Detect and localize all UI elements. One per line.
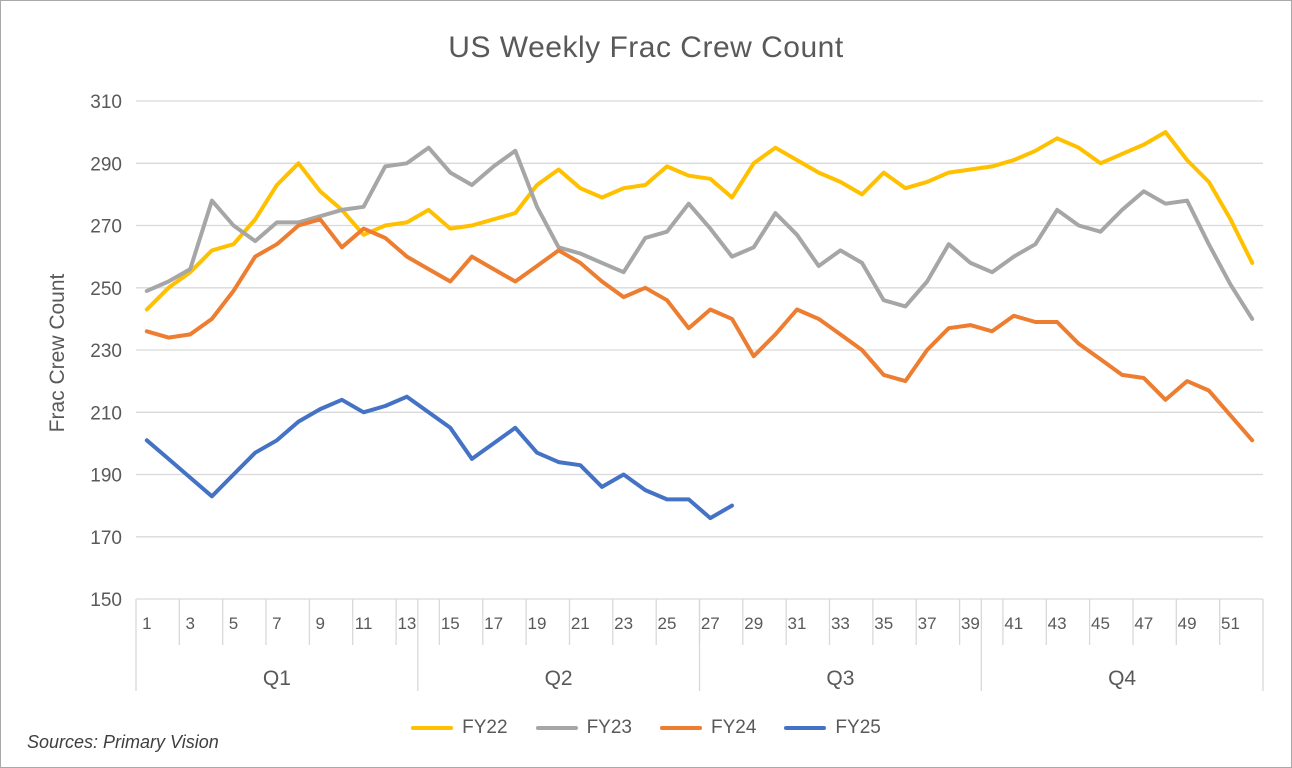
source-note: Sources: Primary Vision — [27, 732, 219, 752]
x-tick-label: 19 — [528, 614, 547, 633]
legend-swatch-FY24 — [660, 726, 702, 730]
x-tick-label: 49 — [1178, 614, 1197, 633]
legend-label-FY25: FY25 — [835, 717, 881, 738]
legend-item-FY22: FY22 — [411, 717, 508, 739]
series-line-FY25 — [144, 394, 734, 521]
x-tick-label: 45 — [1091, 614, 1110, 633]
legend-label-FY22: FY22 — [462, 717, 508, 738]
x-tick-label: 11 — [355, 614, 373, 633]
x-tick-label: 27 — [701, 614, 720, 633]
y-tick-label: 270 — [90, 217, 122, 238]
y-tick-label: 310 — [90, 92, 122, 113]
x-tick-label: 39 — [961, 614, 980, 633]
x-tick-label: 9 — [315, 614, 324, 633]
y-tick-label: 230 — [90, 341, 122, 362]
legend-label-FY23: FY23 — [586, 717, 632, 738]
x-tick-label: 43 — [1048, 614, 1067, 633]
legend-swatch-FY23 — [535, 726, 578, 730]
legend-label-FY24: FY24 — [711, 717, 757, 738]
y-tick-label: 190 — [90, 466, 122, 487]
quarter-label: Q1 — [263, 667, 291, 690]
x-tick-label: 1 — [142, 614, 151, 633]
series-line-FY22 — [144, 130, 1255, 312]
legend-item-FY25: FY25 — [784, 717, 881, 739]
quarter-label: Q2 — [545, 667, 573, 690]
x-tick-label: 21 — [571, 614, 590, 633]
legend-item-FY24: FY24 — [660, 717, 756, 739]
y-tick-label: 150 — [90, 590, 122, 611]
x-tick-label: 23 — [614, 614, 633, 633]
x-tick-label: 3 — [185, 614, 194, 633]
y-tick-label: 250 — [90, 279, 122, 300]
x-tick-label: 31 — [788, 614, 807, 633]
y-tick-label: 210 — [90, 403, 122, 424]
legend-swatch-FY22 — [411, 726, 454, 730]
x-tick-label: 37 — [918, 614, 937, 633]
x-tick-label: 5 — [229, 614, 238, 633]
quarter-label: Q3 — [826, 667, 854, 690]
x-tick-label: 35 — [874, 614, 893, 633]
series-line-FY23 — [144, 145, 1255, 321]
x-tick-label: 13 — [397, 614, 416, 633]
x-tick-label: 15 — [441, 614, 460, 633]
x-tick-label: 7 — [272, 614, 281, 633]
legend-item-FY23: FY23 — [535, 717, 632, 739]
x-tick-label: 29 — [744, 614, 763, 633]
legend-swatch-FY25 — [784, 726, 827, 730]
x-tick-label: 17 — [484, 614, 503, 633]
y-tick-label: 170 — [90, 528, 122, 549]
x-tick-label: 25 — [658, 614, 677, 633]
quarter-label: Q4 — [1108, 667, 1136, 690]
legend: FY22 FY23 FY24 FY25 — [1, 717, 1291, 739]
y-tick-label: 290 — [90, 154, 122, 175]
x-tick-label: 33 — [831, 614, 850, 633]
x-tick-label: 47 — [1134, 614, 1153, 633]
series-line-FY24 — [144, 217, 1255, 443]
x-tick-label: 41 — [1004, 614, 1023, 633]
x-tick-label: 51 — [1221, 614, 1240, 633]
chart-title: US Weekly Frac Crew Count — [448, 31, 844, 64]
